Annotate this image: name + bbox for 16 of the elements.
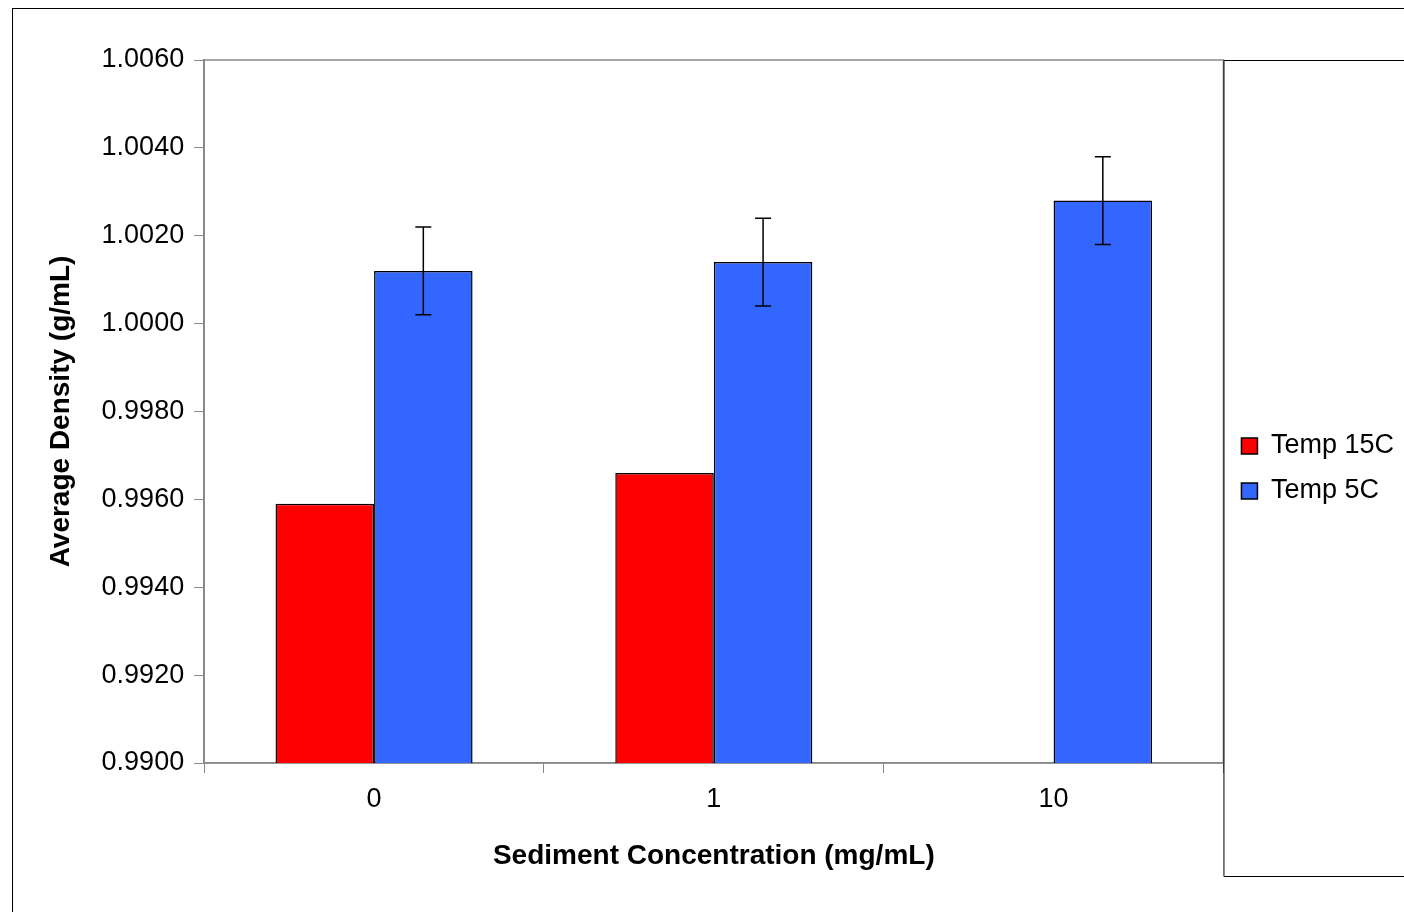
x-tick-label: 10 (1038, 782, 1069, 813)
y-tick-label: 1.0060 (101, 43, 185, 74)
y-tick-label: 0.9920 (101, 658, 185, 689)
x-tick-label: 0 (366, 782, 382, 813)
y-axis-title: Average Density (g/mL) (43, 255, 75, 568)
legend-label: Temp 5C (1270, 474, 1379, 505)
y-tick-label: 1.0000 (101, 307, 185, 338)
y-tick-label: 1.0040 (101, 131, 185, 162)
y-tick-label: 0.9940 (101, 570, 185, 601)
x-tick-label: 1 (706, 782, 722, 813)
y-tick-label: 1.0020 (101, 219, 185, 250)
y-tick-label: 0.9900 (101, 746, 185, 777)
x-axis-title: Sediment Concentration (mg/mL) (492, 838, 935, 870)
y-tick-label: 0.9960 (101, 482, 185, 513)
y-tick-label: 0.9980 (101, 394, 185, 425)
legend-label: Temp 15C (1270, 429, 1395, 460)
